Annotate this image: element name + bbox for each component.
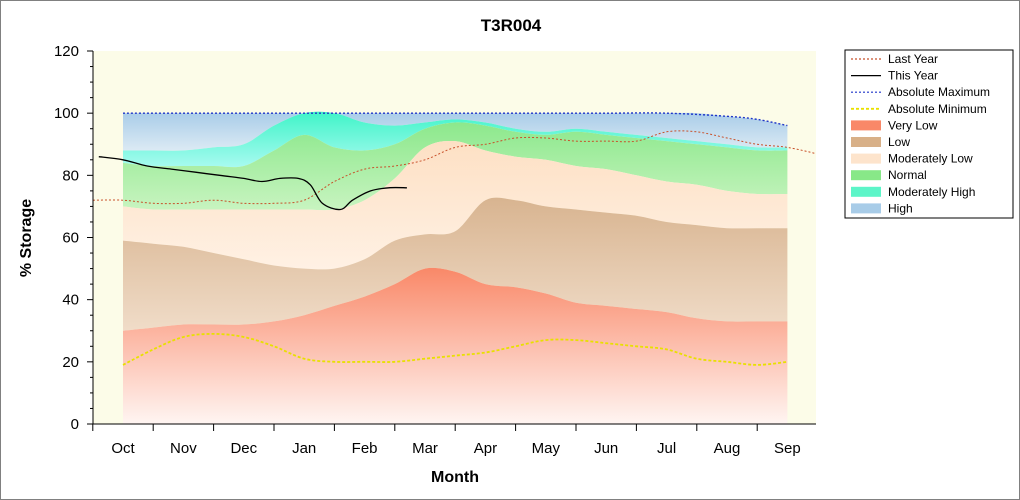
absolute-maximum-line: [123, 112, 788, 127]
legend-label: Normal: [888, 168, 927, 182]
legend-label: Absolute Maximum: [888, 85, 990, 99]
legend-swatch-fill: [851, 120, 881, 131]
legend-label: Last Year: [888, 52, 938, 66]
y-tick-label: 40: [62, 292, 79, 309]
chart-title: T3R004: [481, 16, 542, 35]
legend-swatch-fill: [851, 203, 881, 214]
this-year-line: [98, 156, 407, 211]
percentile-bands: [123, 111, 788, 424]
x-tick-label: Apr: [474, 440, 497, 457]
x-tick-label: Nov: [170, 440, 197, 457]
band-low: [123, 197, 788, 331]
y-tick-label: 20: [62, 354, 79, 371]
x-tick-label: Jun: [594, 440, 618, 457]
legend-swatch-fill: [851, 170, 881, 181]
legend-label: Absolute Minimum: [888, 102, 987, 116]
x-tick-label: May: [532, 440, 561, 457]
y-tick-label: 0: [71, 416, 79, 433]
x-tick-label: Sep: [774, 440, 801, 457]
legend-label: Moderately High: [888, 185, 975, 199]
band-moderately-high: [123, 111, 788, 168]
x-axis-ticks: Oct Nov Dec Jan Feb Mar Apr May Jun Jul Aug Sep: [92, 424, 801, 457]
legend-label: Very Low: [888, 118, 938, 132]
legend: Last Year This Year Absolute Maximum Absolu…: [844, 49, 1014, 219]
band-very-low: [123, 267, 788, 424]
legend-label: Moderately Low: [888, 152, 973, 166]
absolute-minimum-line: [122, 332, 788, 366]
x-tick-label: Oct: [111, 440, 135, 457]
band-moderately-low: [123, 140, 788, 270]
band-high: [123, 111, 788, 151]
x-tick-label: Dec: [230, 440, 257, 457]
x-tick-label: Jan: [292, 440, 316, 457]
legend-label: Low: [888, 135, 910, 149]
legend-swatch-fill: [851, 137, 881, 147]
series-lines: [92, 112, 817, 366]
last-year-line: [92, 130, 817, 205]
y-axis-ticks: 0 20 40 60 80 100 120: [54, 43, 93, 433]
band-normal: [123, 122, 788, 211]
x-tick-label: Feb: [352, 440, 378, 457]
legend-swatch-fill: [851, 153, 881, 164]
y-tick-label: 80: [62, 167, 79, 184]
y-tick-label: 60: [62, 230, 79, 247]
x-tick-label: Aug: [714, 440, 741, 457]
x-tick-label: Jul: [657, 440, 676, 457]
legend-label: This Year: [888, 69, 938, 83]
legend-label: High: [888, 201, 913, 215]
y-tick-label: 100: [54, 105, 79, 122]
legend-swatch-fill: [851, 186, 881, 197]
y-tick-label: 120: [54, 43, 79, 60]
x-axis-title: Month: [431, 469, 479, 486]
y-axis-title: % Storage: [18, 199, 35, 277]
x-tick-label: Mar: [412, 440, 438, 457]
